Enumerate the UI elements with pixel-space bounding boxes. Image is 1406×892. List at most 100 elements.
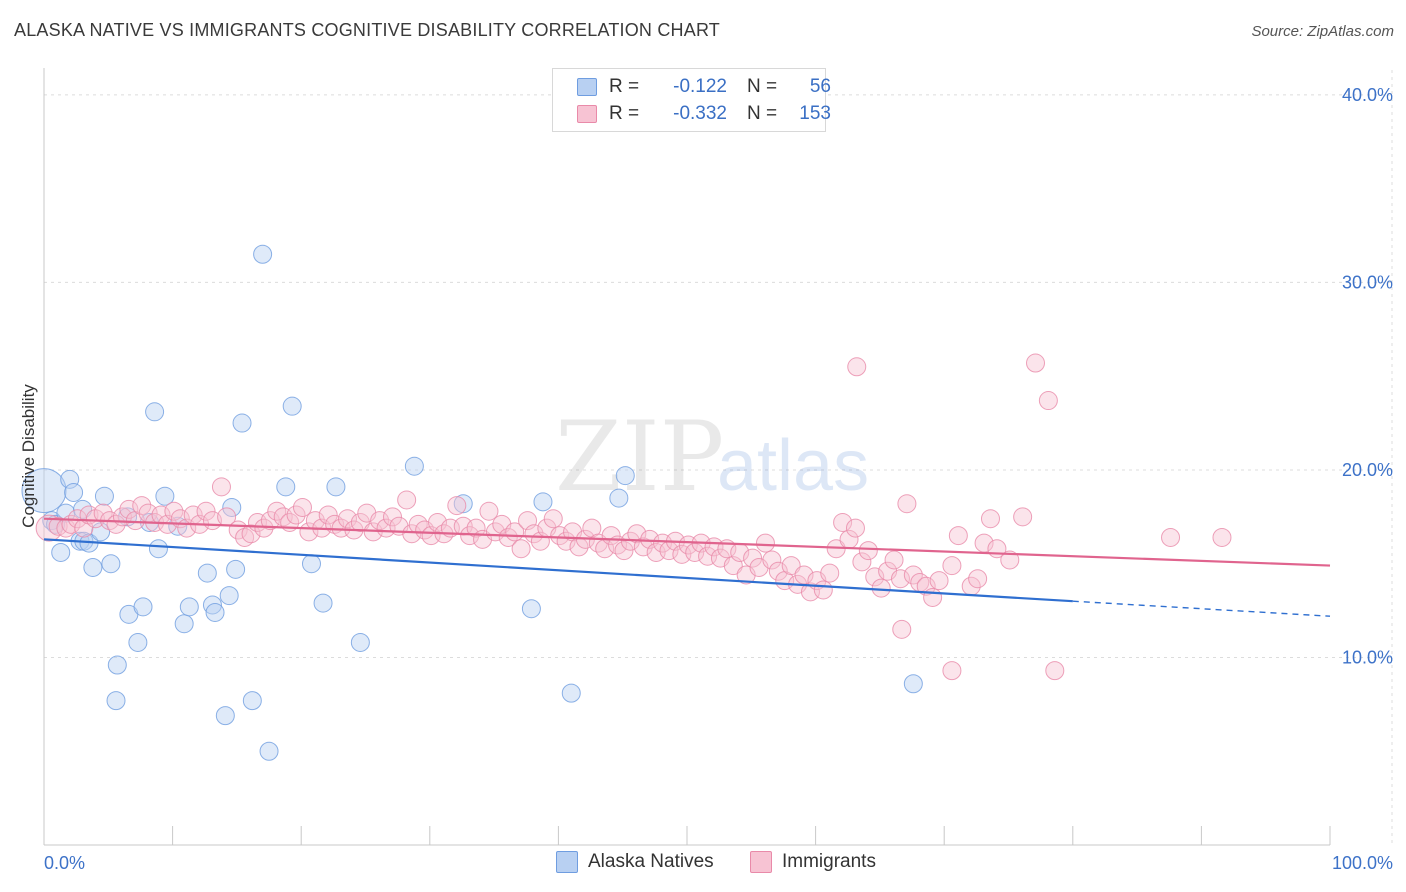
- immigrants-point: [85, 509, 105, 529]
- y-axis-label: Cognitive Disability: [19, 384, 38, 528]
- watermark-atlas: atlas: [717, 426, 869, 506]
- immigrants-point: [337, 509, 357, 529]
- x-tick-label: 100.0%: [1332, 853, 1393, 873]
- legend-r-value: -0.332: [673, 103, 727, 124]
- alaska-natives-point: [232, 413, 252, 433]
- immigrants-point: [1212, 527, 1232, 547]
- immigrants-point: [948, 526, 968, 546]
- immigrants-point: [968, 569, 988, 589]
- alaska-natives-point: [51, 542, 71, 562]
- immigrants-point: [106, 514, 126, 534]
- legend-r-value: -0.122: [673, 76, 727, 97]
- bottom-legend-label-immigrants: Immigrants: [782, 851, 876, 872]
- immigrants-point: [132, 496, 152, 516]
- immigrants-point: [1161, 527, 1181, 547]
- immigrants-point: [196, 501, 216, 521]
- immigrants-point: [942, 661, 962, 681]
- legend-n-value: 56: [809, 76, 831, 97]
- immigrants-point: [916, 576, 936, 596]
- alaska-natives-point: [222, 497, 242, 517]
- immigrants-point: [235, 527, 255, 547]
- immigrants-point: [833, 512, 853, 532]
- bottom-legend-alaska[interactable]: Alaska Natives: [556, 851, 714, 873]
- immigrants-point: [241, 524, 261, 544]
- immigrants-point: [543, 509, 563, 529]
- immigrants-point: [383, 507, 403, 527]
- legend-row-immigrants: R = -0.332 N = 153: [577, 102, 831, 126]
- alaska-natives-point: [561, 683, 581, 703]
- alaska-natives-point: [242, 691, 262, 711]
- alaska-natives-point: [350, 632, 370, 652]
- immigrants-point: [119, 499, 139, 519]
- alaska-natives-point: [145, 402, 165, 422]
- alaska-natives-point: [107, 655, 127, 675]
- immigrants-point: [397, 490, 417, 510]
- alaska-natives-point: [903, 674, 923, 694]
- immigrants-point: [633, 537, 653, 557]
- alaska-natives-point: [276, 477, 296, 497]
- legend-n-label: N =: [747, 103, 778, 124]
- immigrants-point: [942, 556, 962, 576]
- alaska-natives-point: [106, 691, 126, 711]
- immigrants-point: [286, 505, 306, 525]
- immigrants-point: [871, 578, 891, 598]
- alaska-natives-point: [174, 614, 194, 634]
- alaska-natives-point: [453, 494, 473, 514]
- immigrants-point: [813, 580, 833, 600]
- bottom-legend-immigrants[interactable]: Immigrants: [750, 851, 876, 873]
- immigrants-point: [511, 539, 531, 559]
- immigrants-point: [845, 518, 865, 538]
- immigrants-point: [318, 505, 338, 525]
- immigrants-point: [524, 524, 544, 544]
- immigrants-point: [923, 587, 943, 607]
- immigrants-point: [865, 567, 885, 587]
- immigrants-point: [350, 512, 370, 532]
- alaska-natives-point: [101, 554, 121, 574]
- immigrants-point: [292, 497, 312, 517]
- immigrants-point: [402, 524, 422, 544]
- bottom-legend-label-alaska: Alaska Natives: [588, 851, 714, 872]
- alaska-natives-point: [148, 539, 168, 559]
- source-label: Source: ZipAtlas.com: [1251, 23, 1394, 40]
- immigrants-point: [755, 533, 775, 553]
- immigrants-point: [858, 541, 878, 561]
- alaska-natives-trendline: [43, 538, 1073, 603]
- alaska-natives-point: [202, 595, 222, 615]
- legend-n-label: N =: [747, 76, 778, 97]
- trend-lines: [43, 517, 1331, 617]
- immigrants-point: [852, 552, 872, 572]
- y-tick-label: 10.0%: [1342, 647, 1393, 667]
- alaska-natives-trendline-extension: [1072, 600, 1331, 617]
- alaska-natives-point: [128, 632, 148, 652]
- immigrants-point: [370, 511, 390, 531]
- alaska-natives-point: [282, 396, 302, 416]
- alaska-natives-point: [609, 488, 629, 508]
- immigrants-point: [1026, 353, 1046, 373]
- legend-swatch-immigrants: [577, 105, 597, 123]
- immigrants-trendline: [43, 517, 1331, 567]
- alaska-natives-point: [253, 244, 273, 264]
- y-tick-label: 40.0%: [1342, 85, 1393, 105]
- immigrants-point: [260, 511, 280, 531]
- alaska-natives-point: [226, 559, 246, 579]
- immigrants-point: [93, 503, 113, 523]
- immigrants-point: [211, 477, 231, 497]
- alaska-natives-point: [301, 554, 321, 574]
- immigrants-point: [768, 561, 788, 581]
- alaska-natives-point: [219, 586, 239, 606]
- immigrants-point: [929, 571, 949, 591]
- immigrants-point: [428, 512, 448, 532]
- immigrants-point: [847, 357, 867, 377]
- y-tick-label: 30.0%: [1342, 272, 1393, 292]
- immigrants-point: [820, 563, 840, 583]
- alaska-natives-point: [404, 456, 424, 476]
- alaska-natives-point: [615, 466, 635, 486]
- legend-r-label: R =: [609, 76, 640, 97]
- correlation-legend: R = -0.122 N = 56 R = -0.332 N = 153: [552, 68, 831, 132]
- alaska-natives-point: [94, 486, 114, 506]
- immigrants-point: [1000, 550, 1020, 570]
- immigrants-point: [1013, 507, 1033, 527]
- legend-n-value: 153: [799, 103, 831, 124]
- alaska-natives-point: [326, 477, 346, 497]
